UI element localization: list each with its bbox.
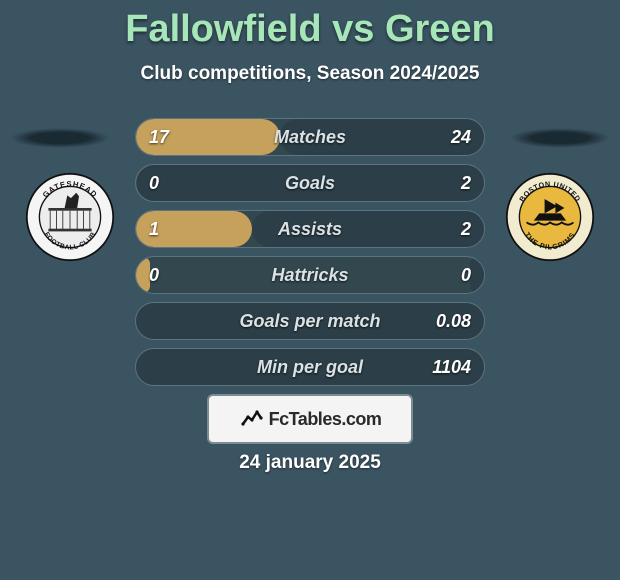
stat-fill-left xyxy=(136,257,150,293)
stat-track xyxy=(135,118,485,156)
stat-fill-right xyxy=(136,303,484,339)
stat-fill-right xyxy=(280,119,484,155)
subtitle: Club competitions, Season 2024/2025 xyxy=(0,63,620,85)
brand-text: FcTables.com xyxy=(269,409,382,430)
stat-track xyxy=(135,164,485,202)
date-text: 24 january 2025 xyxy=(0,452,620,474)
boston-united-crest-icon: BOSTON UNITED THE PILGRIMS xyxy=(500,172,600,262)
stat-row: Hattricks00 xyxy=(135,256,485,294)
stat-track xyxy=(135,210,485,248)
stat-fill-right xyxy=(136,349,484,385)
stat-track xyxy=(135,302,485,340)
stat-row: Min per goal1104 xyxy=(135,348,485,386)
stat-fill-right xyxy=(136,165,484,201)
stat-row: Goals per match0.08 xyxy=(135,302,485,340)
crest-shadow-left xyxy=(10,128,110,148)
stat-fill-right xyxy=(252,211,484,247)
brand-pill[interactable]: FcTables.com xyxy=(207,394,413,444)
stat-fill-right xyxy=(470,257,484,293)
stats-bars: Matches1724 Goals02 Assists12 Hattricks00 Go… xyxy=(135,118,485,394)
stat-track xyxy=(135,348,485,386)
crest-right: BOSTON UNITED THE PILGRIMS xyxy=(500,172,600,262)
stat-track xyxy=(135,256,485,294)
stat-row: Matches1724 xyxy=(135,118,485,156)
stat-row: Assists12 xyxy=(135,210,485,248)
stat-fill-left xyxy=(136,211,252,247)
stat-fill-left xyxy=(136,119,280,155)
crest-shadow-right xyxy=(510,128,610,148)
crest-left: GATESHEAD FOOTBALL CLUB xyxy=(20,172,120,262)
stat-row: Goals02 xyxy=(135,164,485,202)
fctables-logo-icon xyxy=(239,406,265,432)
page-title: Fallowfield vs Green xyxy=(0,0,620,51)
gateshead-crest-icon: GATESHEAD FOOTBALL CLUB xyxy=(20,172,120,262)
